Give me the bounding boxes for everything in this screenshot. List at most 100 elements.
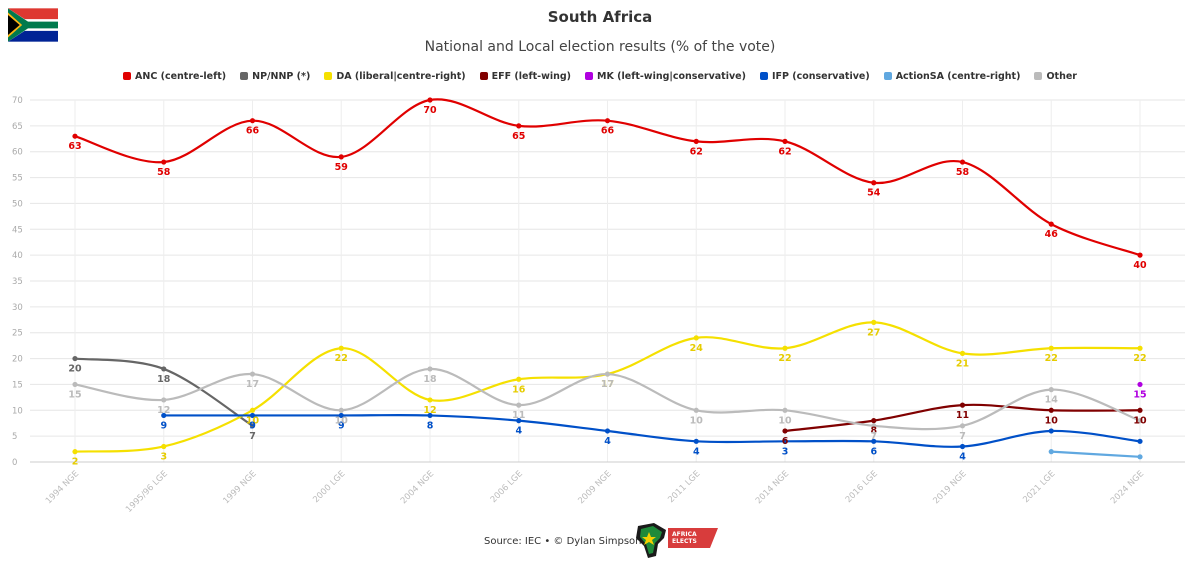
data-label: 18 (157, 374, 171, 385)
data-label: 9 (338, 420, 345, 431)
chart-legend: ANC (centre-left) NP/NNP (*) DA (liberal|c… (0, 71, 1200, 82)
y-tick-label: 10 (12, 406, 23, 416)
logo-text: AFRICA ELECTS (672, 531, 697, 545)
legend-item-ifp-conservative[interactable]: IFP (conservative) (759, 71, 870, 82)
data-label: 9 (249, 420, 256, 431)
data-label: 15 (1133, 389, 1146, 400)
data-point-other (782, 407, 788, 413)
data-label: 4 (693, 446, 700, 457)
data-label: 10 (335, 415, 349, 426)
x-tick-label: 2014 NGE (754, 469, 791, 506)
legend-item-da-liberal-centre-right[interactable]: DA (liberal|centre-right) (324, 71, 466, 82)
data-point-other (338, 407, 344, 413)
legend-item-other[interactable]: Other (1034, 71, 1077, 82)
x-tick-label: 2000 LGE (311, 469, 347, 505)
data-point-ifp-conservative (249, 412, 256, 419)
data-label: 10 (778, 415, 792, 426)
data-point-ifp-conservative (693, 438, 699, 444)
data-label: 16 (512, 384, 526, 395)
data-point-ifp-conservative (871, 438, 877, 444)
data-point-other (604, 371, 611, 377)
legend-label: EFF (left-wing) (491, 71, 572, 82)
legend-label: ANC (centre-left) (135, 71, 227, 82)
data-point-actionsa-centre-right (1048, 449, 1054, 455)
data-label: 7 (249, 431, 256, 442)
data-point-da-liberal-centre-right (338, 345, 344, 351)
data-point-other (516, 402, 522, 408)
legend-swatch (1034, 72, 1043, 80)
data-point-da-liberal-centre-right (871, 319, 877, 325)
data-label: 62 (778, 146, 791, 157)
data-point-ifp-conservative (959, 443, 966, 450)
data-point-anc-centre-left (338, 154, 344, 160)
data-point-anc-centre-left (249, 118, 256, 124)
data-point-anc-centre-left (693, 138, 699, 144)
legend-item-np-nnp[interactable]: NP/NNP (*) (240, 71, 310, 82)
data-label: 8 (427, 420, 434, 431)
legend-swatch (123, 72, 132, 80)
data-point-anc-centre-left (782, 138, 788, 144)
data-point-da-liberal-centre-right (1048, 345, 1054, 351)
data-point-da-liberal-centre-right (516, 376, 522, 382)
data-label: 3 (782, 446, 789, 457)
data-label: 58 (956, 167, 970, 178)
data-point-ifp-conservative (338, 412, 344, 419)
data-label: 22 (1045, 353, 1058, 364)
data-point-other (427, 366, 433, 372)
legend-item-eff-left-wing[interactable]: EFF (left-wing) (479, 71, 572, 82)
data-point-other (161, 397, 167, 403)
legend-label: Other (1046, 71, 1077, 82)
data-point-other (693, 407, 699, 413)
line-chart: 0 5 10 15 20 25 30 35 40 45 50 55 60 65 70 1994 NGE 1995… (12, 96, 1185, 515)
data-label: 12 (157, 405, 170, 416)
data-point-other (249, 371, 256, 377)
data-label: 8 (870, 426, 877, 437)
legend-label: NP/NNP (*) (252, 71, 311, 82)
data-label: 7 (870, 431, 877, 442)
x-tick-label: 1994 NGE (44, 469, 81, 506)
data-point-eff-left-wing (959, 402, 966, 408)
data-label: 17 (601, 379, 614, 390)
y-tick-label: 0 (12, 458, 17, 468)
data-label: 6 (870, 446, 877, 457)
y-tick-label: 50 (12, 199, 23, 209)
y-tick-label: 15 (12, 380, 23, 390)
data-label: 24 (690, 343, 704, 354)
data-label: 22 (1133, 353, 1146, 364)
data-point-ifp-conservative (516, 418, 522, 424)
data-label: 17 (601, 379, 614, 390)
data-point-eff-left-wing (871, 418, 877, 424)
data-label: 3 (160, 451, 167, 462)
legend-item-actionsa-centre-right[interactable]: ActionSA (centre-right) (883, 71, 1020, 82)
data-label: 66 (601, 126, 615, 137)
series-line-actionsa-centre-right (1051, 450, 1141, 458)
data-point-da-liberal-centre-right (959, 350, 966, 356)
data-label: 20 (68, 364, 82, 375)
y-tick-label: 65 (12, 122, 23, 132)
data-label: 14 (1045, 395, 1059, 406)
x-tick-label: 2006 LGE (489, 469, 525, 505)
data-point-anc-centre-left (427, 97, 433, 103)
legend-item-anc-centre-left[interactable]: ANC (centre-left) (123, 71, 226, 82)
data-label: 12 (423, 405, 436, 416)
y-tick-label: 70 (12, 96, 23, 106)
legend-item-mk-left-wing-conservative[interactable]: MK (left-wing|conservative) (585, 71, 746, 82)
data-label: 21 (956, 358, 969, 369)
y-tick-label: 45 (12, 225, 23, 235)
data-point-np-nnp (249, 423, 256, 429)
data-label: 10 (246, 415, 260, 426)
x-tick-label: 2024 NGE (1109, 469, 1146, 506)
data-point-ifp-conservative (161, 412, 167, 419)
y-tick-label: 20 (12, 355, 23, 365)
data-point-eff-left-wing (782, 428, 788, 434)
data-label: 4 (604, 436, 611, 447)
data-label: 11 (512, 410, 525, 421)
data-point-da-liberal-centre-right (72, 449, 78, 455)
data-point-other (1137, 418, 1143, 424)
data-label: 27 (867, 327, 880, 338)
legend-label: DA (liberal|centre-right) (336, 71, 466, 82)
data-label: 40 (1133, 260, 1147, 271)
source-credit: Source: IEC • © Dylan Simpson for (484, 536, 659, 547)
data-label: 4 (515, 426, 522, 437)
data-point-eff-left-wing (1137, 407, 1143, 413)
